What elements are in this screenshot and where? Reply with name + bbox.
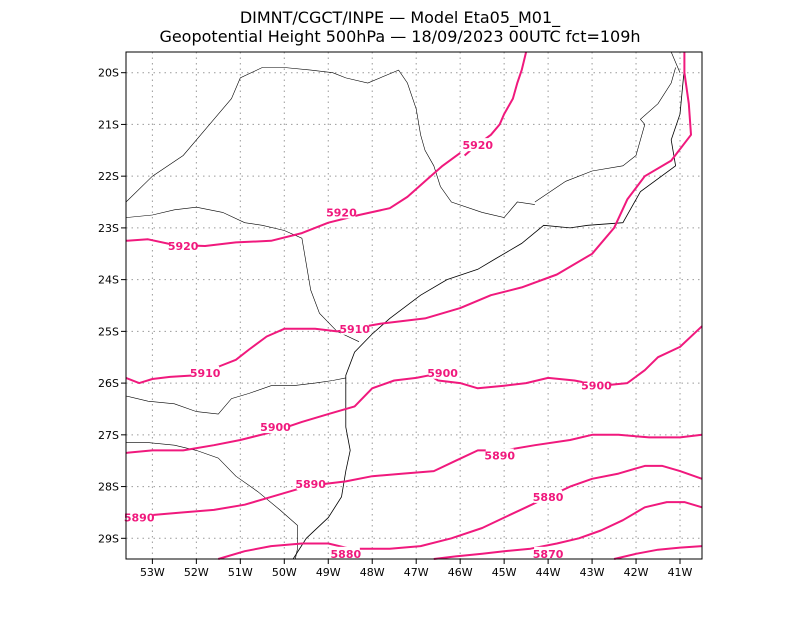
lon-tick-label: 42W [624,566,649,579]
contour-label: 5880 [331,548,362,561]
chart-title-line-2: Geopotential Height 500hPa — 18/09/2023 … [159,27,641,46]
lat-tick-label: 22S [98,170,119,183]
lon-tick-label: 43W [580,566,605,579]
lon-tick-label: 48W [360,566,385,579]
contour-label: 5920 [462,139,493,152]
state-border [126,442,298,560]
lat-tick-label: 23S [98,222,119,235]
contour-label-bg [463,138,492,152]
contour-label-bg [331,546,360,560]
lat-tick-label: 29S [98,532,119,545]
contour-label: 5900 [581,380,612,393]
lon-tick-label: 47W [404,566,429,579]
lon-tick-label: 45W [492,566,517,579]
lon-tick-label: 51W [228,566,253,579]
lon-tick-label: 41W [668,566,693,579]
lat-tick-label: 21S [98,118,119,131]
map-frame-bg [126,52,702,559]
state-border [534,67,676,203]
contour-label-bg [296,476,325,490]
contour-line [433,501,703,560]
state-border [125,67,535,218]
contour-label-bg [534,546,563,560]
contour-label: 5890 [295,478,326,491]
contour-label: 5920 [168,240,199,253]
lon-tick-label: 52W [184,566,209,579]
lat-tick-label: 24S [98,274,119,287]
chart-title-line-1: DIMNT/CGCT/INPE — Model Eta05_M01_ [239,8,561,27]
contour-label: 5920 [326,206,357,219]
state-border [670,51,681,73]
contour-label-bg [534,489,563,503]
lon-tick-label: 50W [272,566,297,579]
map-frame [125,51,703,560]
contour-label: 5900 [260,421,291,434]
contour-line [218,464,703,560]
lat-tick-label: 26S [98,377,119,390]
contour-label-bg [327,205,356,219]
contour-label: 5910 [190,367,221,380]
contour-label-bg [582,378,611,392]
contour-label-bg [125,510,154,524]
contour-line [613,545,703,560]
contour-label-bg [191,365,220,379]
lon-tick-label: 46W [448,566,473,579]
contour-label: 5890 [124,512,155,525]
contour-label-bg [169,239,198,253]
height-contours: 5920 5920 5920 5910 5910 5900 5900 5900 5890 5890… [124,51,703,561]
contour-label-bg [485,448,514,462]
lat-tick-label: 27S [98,429,119,442]
contour-label: 5880 [533,491,564,504]
state-border [125,377,346,415]
contour-label: 5890 [484,450,515,463]
coastline [292,67,685,560]
lon-tick-label: 53W [140,566,165,579]
geography-lines [125,51,685,560]
lon-tick-label: 49W [316,566,341,579]
contour-label: 5910 [339,323,370,336]
contour-label: 5900 [427,367,458,380]
contour-line [125,433,703,519]
contour-label-bg [340,321,369,335]
axis-ticks: 53W 52W 51W 50W 49W 48W 47W 46W 45W 44W 43W 42W 41W 2… [98,67,693,579]
contour-label: 5870 [533,548,564,561]
lat-tick-label: 20S [98,67,119,80]
contour-label-bg [428,365,457,379]
state-border [125,206,360,342]
contour-label-bg [261,420,290,434]
lat-tick-label: 25S [98,325,119,338]
lat-tick-label: 28S [98,481,119,494]
lon-tick-label: 44W [536,566,561,579]
